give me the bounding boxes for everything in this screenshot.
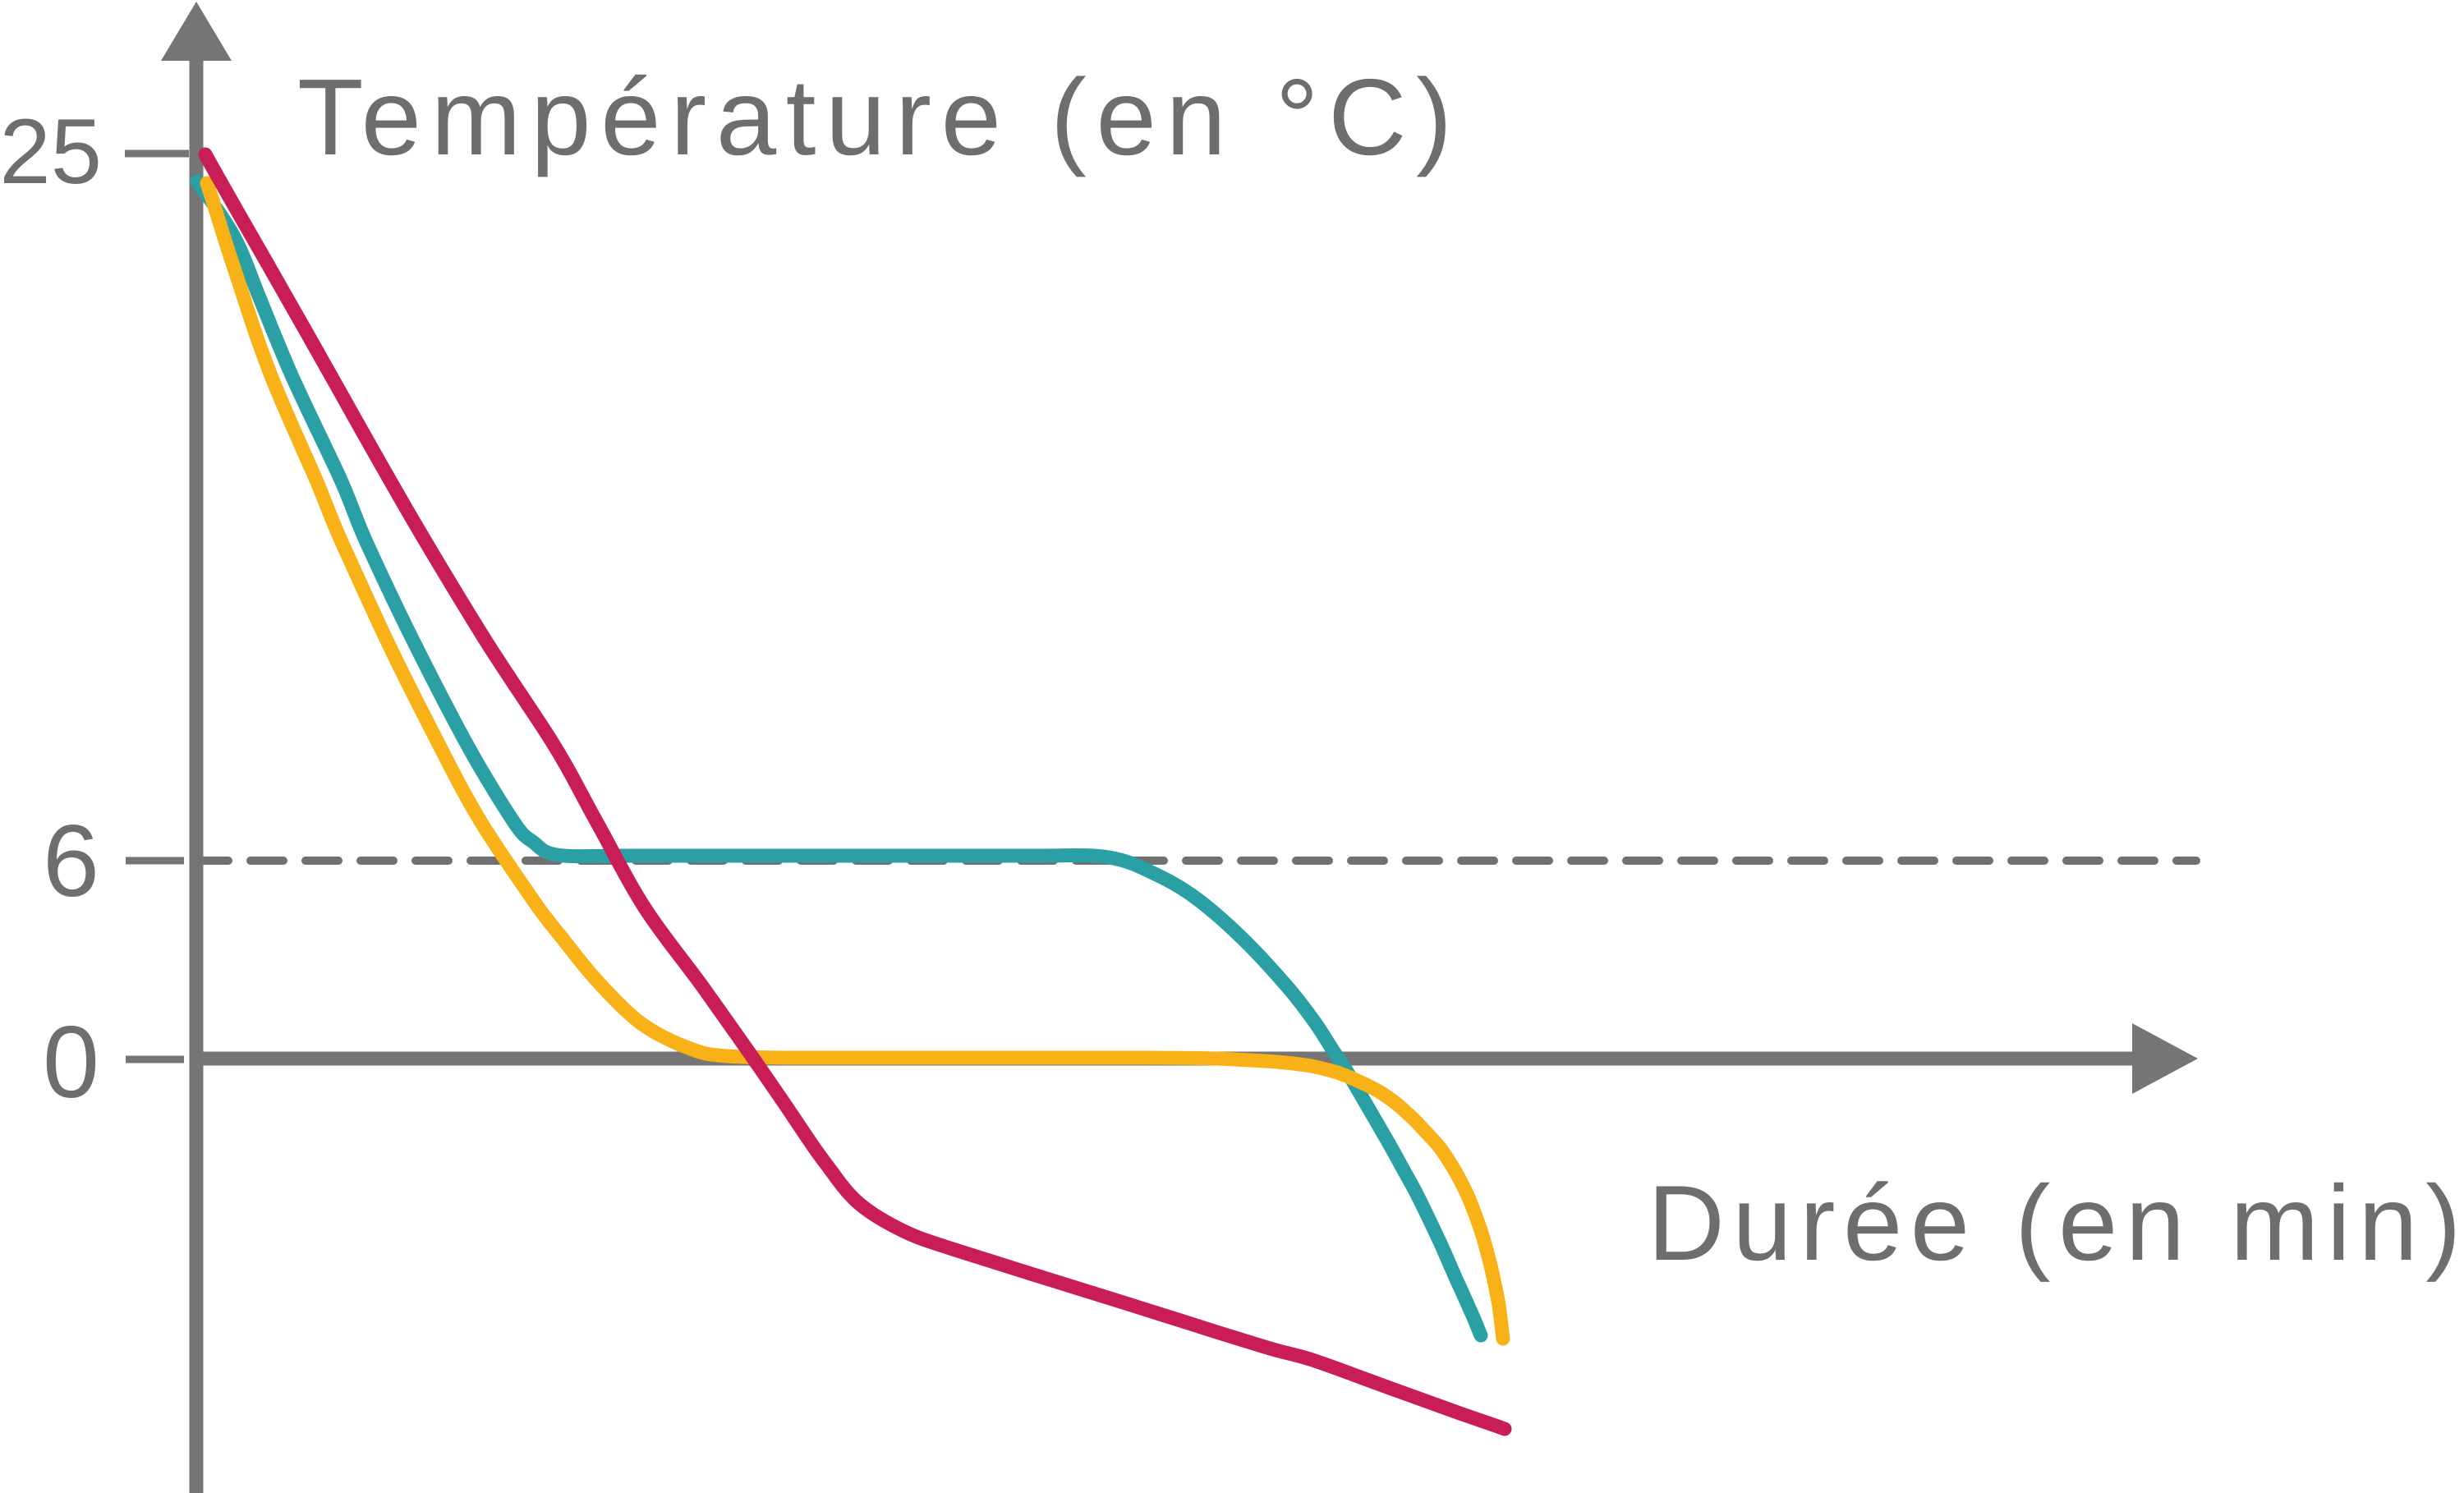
svg-text:6: 6: [43, 805, 99, 918]
svg-text:Durée (en min): Durée (en min): [1648, 1163, 2464, 1283]
svg-text:0: 0: [43, 1006, 99, 1119]
svg-text:25: 25: [0, 100, 102, 203]
svg-text:Température (en °C): Température (en °C): [297, 57, 1462, 177]
